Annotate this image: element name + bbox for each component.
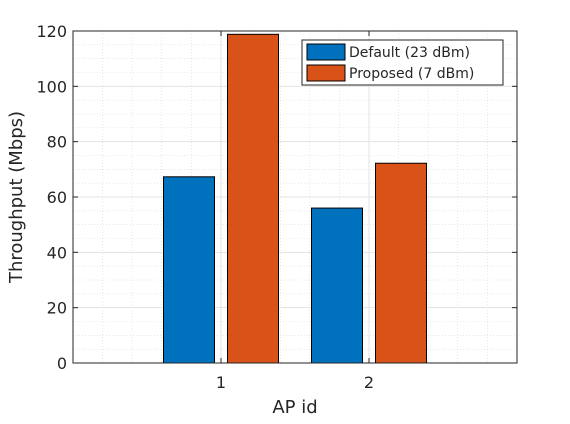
y-tick-label: 100 bbox=[36, 77, 67, 96]
legend-swatch-default bbox=[306, 43, 346, 61]
x-axis-label: AP id bbox=[272, 397, 317, 418]
bar-proposed-ap2 bbox=[375, 162, 427, 364]
x-tick-label: 1 bbox=[216, 373, 226, 392]
bar-proposed-ap1 bbox=[227, 33, 279, 364]
y-tick-label: 40 bbox=[47, 243, 67, 262]
legend-label-default: Default (23 dBm) bbox=[349, 45, 470, 61]
y-tick-labels: 0 20 40 60 80 100 120 bbox=[36, 22, 67, 373]
bar-default-ap2 bbox=[311, 207, 363, 364]
legend: Default (23 dBm) Proposed (7 dBm) bbox=[301, 39, 504, 86]
y-tick-label: 60 bbox=[47, 188, 67, 207]
y-axis-label: Throughput (Mbps) bbox=[6, 111, 27, 284]
bars bbox=[163, 33, 427, 364]
legend-swatch-proposed bbox=[306, 64, 346, 82]
axis-ticks bbox=[73, 30, 517, 364]
y-tick-label: 20 bbox=[47, 299, 67, 318]
y-tick-label: 120 bbox=[36, 22, 67, 41]
legend-label-proposed: Proposed (7 dBm) bbox=[349, 66, 474, 82]
bar-default-ap1 bbox=[163, 176, 215, 364]
y-tick-label: 80 bbox=[47, 133, 67, 152]
y-tick-label: 0 bbox=[57, 354, 67, 373]
x-tick-label: 2 bbox=[364, 373, 374, 392]
